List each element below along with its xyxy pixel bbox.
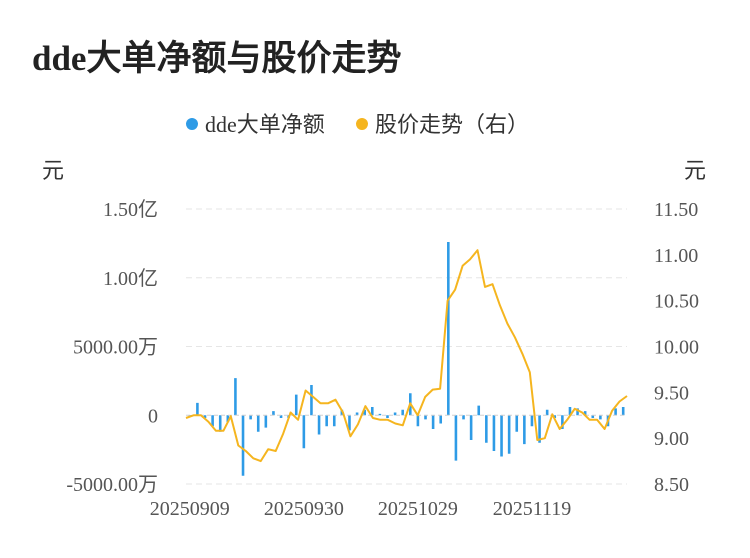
right-tick-label: 9.00 <box>654 428 689 450</box>
dde-bar[interactable] <box>485 415 488 443</box>
dde-bar[interactable] <box>515 415 519 432</box>
dde-bar[interactable] <box>591 415 595 418</box>
dde-bar[interactable] <box>583 411 587 416</box>
dde-bar[interactable] <box>226 415 230 423</box>
dde-bar[interactable] <box>477 405 481 416</box>
dde-bar[interactable] <box>568 407 572 416</box>
legend-marker-price <box>356 118 368 130</box>
dde-bar[interactable] <box>264 415 268 428</box>
x-tick-label: 20250930 <box>264 498 344 520</box>
dde-bar[interactable] <box>317 415 321 435</box>
legend[interactable]: dde大单净额 股价走势（右） <box>186 112 529 137</box>
dde-bar[interactable] <box>439 415 443 424</box>
price-line <box>185 249 628 463</box>
dde-bar[interactable] <box>401 409 404 416</box>
dde-bar[interactable] <box>469 415 473 440</box>
dde-bar[interactable] <box>196 402 199 416</box>
left-tick-label: 1.00亿 <box>103 267 158 290</box>
dde-bar[interactable] <box>355 412 359 416</box>
dde-bar[interactable] <box>553 415 557 418</box>
dde-bar[interactable] <box>545 409 549 416</box>
dde-bar[interactable] <box>576 408 579 416</box>
x-axis: 20250909 20250930 20251029 20251119 <box>150 498 571 520</box>
dde-bar[interactable] <box>462 415 465 420</box>
dde-bar[interactable] <box>325 415 328 427</box>
dde-bar[interactable] <box>272 411 275 416</box>
dde-bar[interactable] <box>363 409 366 416</box>
dde-bar[interactable] <box>431 415 435 429</box>
right-tick-label: 10.50 <box>654 291 699 313</box>
legend-marker-dde <box>186 118 198 130</box>
price-line-path[interactable] <box>185 249 628 463</box>
dde-bar[interactable] <box>203 415 207 418</box>
legend-label-price[interactable]: 股价走势（右） <box>375 112 529 137</box>
right-tick-label: 11.00 <box>654 245 698 267</box>
dde-bar[interactable] <box>332 415 336 427</box>
left-axis-unit: 元 <box>42 158 64 183</box>
left-tick-label: -5000.00万 <box>66 474 158 496</box>
dde-bar[interactable] <box>370 407 374 416</box>
dde-bar[interactable] <box>492 415 496 451</box>
dde-bar[interactable] <box>249 415 252 420</box>
dde-bar[interactable] <box>256 415 260 432</box>
dde-bar[interactable] <box>507 415 511 454</box>
dde-bar[interactable] <box>447 242 450 416</box>
dde-bar[interactable] <box>454 415 458 461</box>
dde-bar[interactable] <box>393 412 397 416</box>
gridlines <box>186 208 627 485</box>
dde-bar[interactable] <box>310 385 313 416</box>
dde-bar[interactable] <box>538 415 541 443</box>
chart-title: dde大单净额与股价走势 <box>32 39 402 78</box>
dde-bar[interactable] <box>416 415 420 427</box>
x-tick-label: 20251029 <box>378 498 458 520</box>
dde-bar[interactable] <box>211 415 214 427</box>
dde-bar[interactable] <box>386 415 389 418</box>
right-axis: 8.50 9.00 9.50 10.00 10.50 11.00 11.50 <box>654 199 699 496</box>
dde-bar[interactable] <box>218 415 222 432</box>
dde-bar[interactable] <box>279 415 283 418</box>
right-tick-label: 9.50 <box>654 382 689 404</box>
dde-bar[interactable] <box>294 394 298 416</box>
dde-bars <box>188 242 625 476</box>
dde-bar[interactable] <box>530 415 534 427</box>
left-tick-label: 1.50亿 <box>103 198 158 221</box>
x-tick-label: 20250909 <box>150 498 230 520</box>
right-tick-label: 10.00 <box>654 337 699 359</box>
right-axis-unit: 元 <box>684 158 706 183</box>
dde-bar[interactable] <box>561 415 564 429</box>
dde-bar[interactable] <box>621 407 625 416</box>
right-tick-label: 8.50 <box>654 474 689 496</box>
dde-bar[interactable] <box>599 415 602 420</box>
dde-bar[interactable] <box>614 408 617 416</box>
dde-bar[interactable] <box>523 415 526 445</box>
dde-bar[interactable] <box>234 378 237 416</box>
dde-bar[interactable] <box>378 413 382 416</box>
x-tick-label: 20251119 <box>493 498 572 520</box>
dde-bar[interactable] <box>424 415 427 420</box>
left-tick-label: 5000.00万 <box>73 337 158 359</box>
dde-bar[interactable] <box>302 415 306 449</box>
legend-label-dde[interactable]: dde大单净额 <box>205 112 325 137</box>
dde-bar[interactable] <box>348 415 351 431</box>
left-axis: -5000.00万 0 5000.00万 1.00亿 1.50亿 <box>66 198 158 496</box>
dde-bar[interactable] <box>500 415 503 457</box>
right-tick-label: 11.50 <box>654 199 698 221</box>
dde-bar[interactable] <box>241 415 245 476</box>
left-tick-label: 0 <box>148 405 158 427</box>
